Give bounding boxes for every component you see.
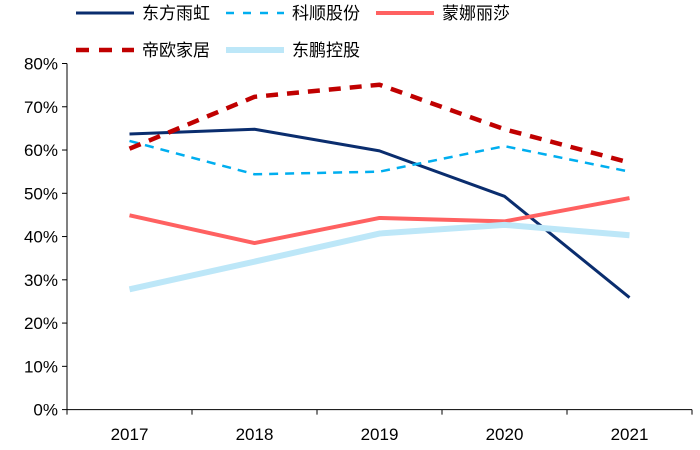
legend-label: 东方雨虹 xyxy=(142,4,210,24)
y-tick-label: 60% xyxy=(24,141,58,160)
x-tick-label: 2019 xyxy=(361,425,399,444)
series-line xyxy=(128,221,630,293)
y-tick-label: 10% xyxy=(24,357,58,376)
y-tick-label: 30% xyxy=(24,271,58,290)
legend-label: 科顺股份 xyxy=(292,4,360,24)
series-line xyxy=(129,196,630,246)
y-tick-label: 40% xyxy=(24,228,58,247)
x-tick-label: 2017 xyxy=(111,425,149,444)
axes: 0% 10% 20% 30% 40% 50% 60% 70% 80% 2017 2018 2019 20… xyxy=(24,55,693,444)
x-tick-label: 2021 xyxy=(611,425,649,444)
x-tick-label: 2018 xyxy=(236,425,274,444)
legend-label: 帝欧家居 xyxy=(142,41,210,61)
legend-label: 东鹏控股 xyxy=(292,41,360,61)
legend-label: 蒙娜丽莎 xyxy=(442,4,510,24)
y-tick-label: 0% xyxy=(33,401,58,420)
y-tick-label: 20% xyxy=(24,314,58,333)
y-tick-label: 70% xyxy=(24,98,58,117)
y-tick-label: 80% xyxy=(24,55,58,74)
y-tick-label: 50% xyxy=(24,184,58,203)
x-tick-label: 2020 xyxy=(486,425,524,444)
series-lines xyxy=(128,82,631,299)
series-line xyxy=(129,139,630,176)
series-line xyxy=(128,82,631,165)
